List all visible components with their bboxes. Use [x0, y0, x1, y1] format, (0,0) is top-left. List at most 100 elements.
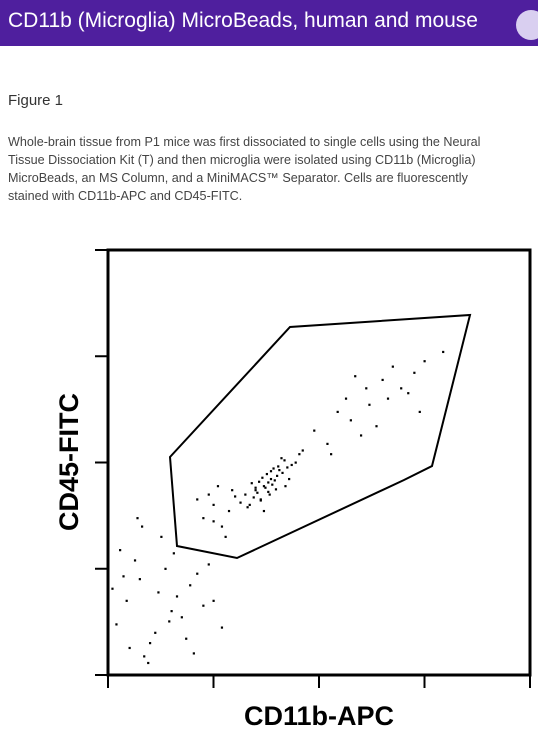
point: [386, 397, 390, 400]
header-button[interactable]: [516, 10, 538, 40]
point: [442, 350, 445, 354]
point: [423, 360, 426, 363]
point: [170, 610, 173, 613]
point: [220, 525, 224, 528]
point: [278, 468, 281, 472]
point: [313, 429, 316, 432]
point: [391, 365, 394, 368]
point: [157, 591, 160, 594]
point: [168, 620, 171, 623]
point: [207, 493, 210, 496]
point: [294, 461, 297, 464]
point: [192, 652, 195, 655]
point: [128, 646, 131, 650]
figure-caption: Whole-brain tissue from P1 mice was firs…: [8, 135, 481, 203]
point: [175, 595, 179, 598]
point: [220, 626, 224, 629]
point: [286, 466, 289, 469]
point: [148, 642, 152, 645]
point: [119, 549, 122, 552]
point: [284, 485, 287, 488]
point: [212, 520, 215, 523]
point: [172, 552, 175, 555]
point: [125, 599, 128, 602]
point: [359, 434, 363, 437]
point: [418, 410, 421, 414]
point: [164, 567, 167, 570]
point: [138, 578, 141, 581]
point: [212, 503, 215, 506]
point: [202, 604, 205, 607]
point: [196, 572, 199, 575]
point: [180, 616, 183, 619]
chart: CD11b-APC CD45-FITC: [54, 248, 532, 731]
gate: [168, 313, 472, 560]
point: [234, 495, 237, 498]
point: [301, 449, 304, 452]
point: [111, 587, 114, 590]
point: [280, 457, 283, 460]
point: [267, 490, 270, 493]
point: [258, 480, 261, 483]
point: [326, 442, 329, 445]
x-axis-label: CD11b-APC: [244, 701, 394, 731]
point: [381, 378, 384, 382]
point: [267, 481, 270, 484]
point: [207, 563, 210, 566]
point: [330, 453, 333, 456]
point: [368, 403, 371, 406]
point: [136, 517, 139, 520]
point: [407, 392, 410, 395]
point: [154, 631, 157, 634]
point: [122, 575, 125, 578]
point: [344, 397, 348, 400]
point: [262, 485, 266, 488]
point: [298, 453, 301, 456]
point: [375, 425, 378, 428]
point: [252, 496, 255, 499]
point: [288, 477, 291, 481]
point: [143, 655, 146, 658]
point: [268, 493, 271, 496]
point: [185, 637, 188, 640]
point: [216, 485, 220, 488]
point: [254, 489, 257, 492]
point: [115, 623, 118, 626]
point: [254, 486, 257, 489]
point: [160, 535, 163, 538]
point: [264, 486, 267, 489]
point: [354, 375, 357, 378]
point: [273, 479, 276, 482]
point: [290, 463, 293, 467]
point: [250, 482, 253, 485]
point: [248, 503, 251, 506]
point: [269, 470, 273, 473]
point: [277, 465, 280, 468]
point: [274, 488, 278, 491]
point: [189, 584, 192, 587]
point: [140, 525, 144, 528]
y-axis-label: CD45-FITC: [54, 393, 84, 531]
point: [212, 599, 215, 602]
point: [283, 459, 286, 462]
point: [276, 474, 279, 477]
point: [265, 472, 268, 476]
point: [269, 477, 273, 481]
point: [349, 419, 352, 422]
figure-label: Figure 1: [8, 92, 64, 109]
point: [202, 517, 205, 520]
point: [336, 410, 339, 414]
point: [413, 371, 416, 374]
point: [281, 471, 284, 474]
page-title: CD11b (Microglia) MicroBeads, human and …: [8, 9, 478, 32]
point: [256, 491, 259, 494]
point: [227, 509, 231, 513]
point: [262, 509, 266, 513]
point: [400, 387, 403, 390]
point: [259, 499, 262, 502]
point: [133, 559, 137, 562]
point: [224, 535, 227, 538]
point: [239, 501, 242, 504]
point: [246, 506, 249, 509]
